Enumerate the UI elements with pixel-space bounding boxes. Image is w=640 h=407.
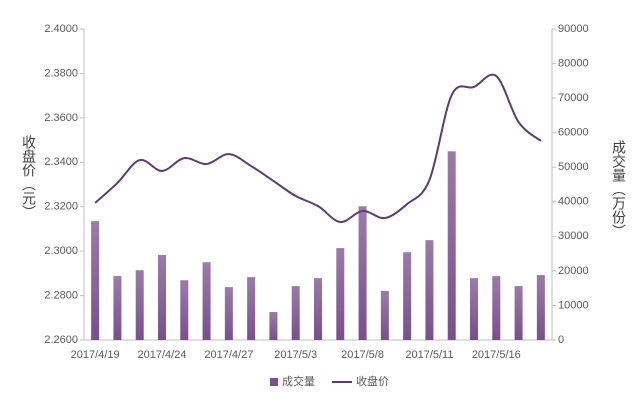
y2-tick-label: 80000 — [558, 57, 589, 69]
bar — [91, 221, 100, 340]
y-axis-label: 收盘价（元） — [20, 135, 36, 219]
price-line — [94, 73, 542, 224]
y2-tick-label: 20000 — [558, 265, 589, 277]
bar — [380, 290, 389, 340]
bar — [247, 277, 256, 340]
legend-label: 收盘价 — [356, 374, 389, 388]
bar — [447, 151, 456, 340]
y-tick-label: 2.2600 — [44, 334, 78, 346]
bar — [403, 252, 412, 340]
y-tick-label: 2.2800 — [44, 289, 78, 301]
y-tick-label: 2.3400 — [44, 156, 78, 168]
x-tick-label: 2017/5/3 — [274, 349, 317, 361]
y2-tick-label: 70000 — [558, 92, 589, 104]
bar — [291, 286, 300, 340]
legend-label: 成交量 — [282, 374, 315, 388]
x-tick-label: 2017/5/11 — [405, 349, 453, 361]
x-tick-label: 2017/4/19 — [71, 349, 120, 361]
x-tick-label: 2017/4/27 — [204, 349, 253, 361]
bar — [314, 278, 322, 340]
bar — [269, 312, 278, 340]
y2-tick-label: 90000 — [558, 23, 589, 35]
bar — [336, 248, 345, 340]
bar — [113, 276, 122, 340]
y2-axis-label: 成交量（万份） — [610, 140, 626, 238]
y2-tick-label: 30000 — [558, 230, 589, 242]
y2-tick-label: 10000 — [558, 299, 589, 311]
y-tick-label: 2.3600 — [44, 112, 78, 124]
x-tick-label: 2017/5/8 — [341, 349, 384, 361]
y2-tick-label: 40000 — [558, 196, 589, 208]
bar — [514, 286, 523, 340]
bar — [180, 280, 189, 340]
y2-tick-label: 0 — [558, 334, 564, 346]
y-tick-label: 2.3200 — [44, 201, 78, 213]
y-tick-label: 2.4000 — [44, 23, 78, 35]
bar — [470, 278, 478, 340]
x-tick-label: 2017/4/24 — [138, 349, 187, 361]
bar — [158, 254, 166, 340]
bar — [492, 276, 501, 340]
legend-swatch — [270, 378, 278, 386]
y-tick-label: 2.3000 — [44, 245, 78, 257]
y-tick-label: 2.3800 — [44, 67, 78, 79]
x-tick-label: 2017/5/16 — [472, 349, 521, 361]
y2-tick-label: 60000 — [558, 127, 589, 139]
bar — [536, 275, 545, 340]
bar — [358, 206, 367, 340]
bar — [135, 270, 144, 340]
bar — [202, 262, 211, 340]
y2-tick-label: 50000 — [558, 161, 589, 173]
bar — [425, 240, 434, 340]
bar — [224, 287, 233, 340]
